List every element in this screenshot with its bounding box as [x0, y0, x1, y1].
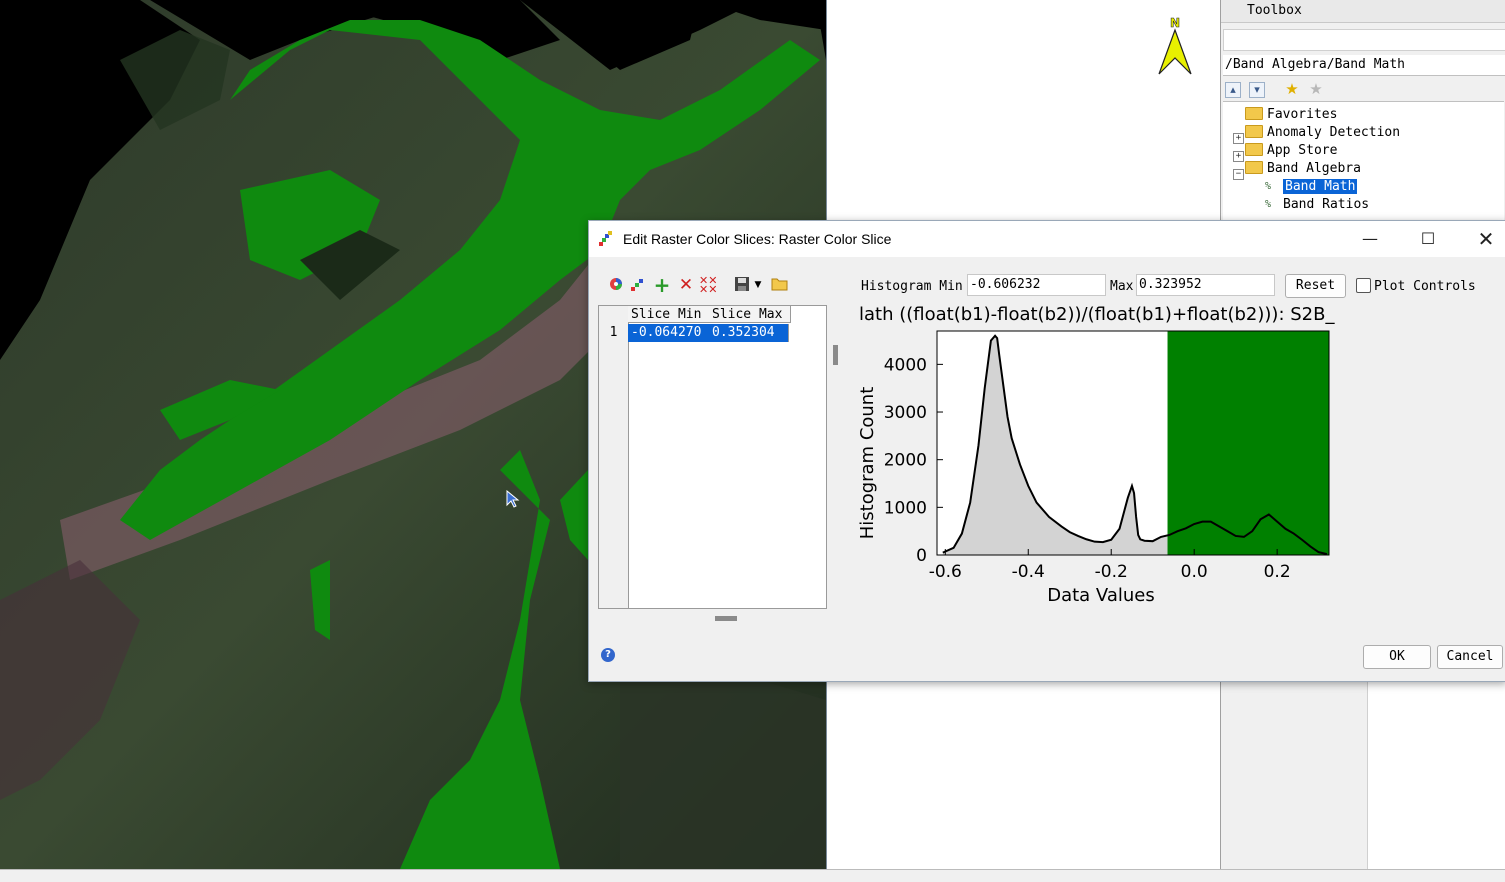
- save-icon[interactable]: [733, 276, 751, 294]
- horizontal-splitter-handle[interactable]: [715, 616, 737, 621]
- collapse-bandalgebra-icon[interactable]: −: [1233, 169, 1244, 180]
- histogram-line: [942, 334, 1328, 556]
- histogram-plot[interactable]: lath ((float(b1)-float(b2))/(float(b1)+f…: [859, 303, 1359, 603]
- maximize-button[interactable]: ☐: [1420, 229, 1436, 248]
- delete-all-slices-icon[interactable]: ✕✕ ✕✕: [699, 274, 718, 296]
- x-tick-label-1: -0.4: [1012, 562, 1045, 582]
- y-tick-label-3: 3000: [884, 403, 927, 423]
- expand-appstore-icon[interactable]: +: [1233, 151, 1244, 162]
- color-slice-band: [1167, 331, 1329, 555]
- expand-anomaly-icon[interactable]: +: [1233, 133, 1244, 144]
- add-slice-icon[interactable]: +: [653, 273, 671, 297]
- band-ratios-tool-icon: %: [1265, 198, 1272, 210]
- x-axis-label: Data Values: [1047, 585, 1155, 603]
- collapse-up-icon[interactable]: ▴: [1225, 82, 1241, 98]
- cancel-button[interactable]: Cancel: [1437, 645, 1503, 669]
- vertical-splitter-handle[interactable]: [833, 345, 838, 365]
- tree-item-app-store[interactable]: App Store: [1245, 142, 1337, 160]
- toolbox-search-input[interactable]: [1223, 29, 1505, 51]
- x-tick-label-3: 0.0: [1181, 562, 1208, 582]
- row-number[interactable]: 1: [609, 325, 618, 340]
- plot-controls-checkbox[interactable]: [1356, 278, 1371, 293]
- save-dropdown-icon[interactable]: ▼: [754, 280, 762, 290]
- y-tick-label-1: 1000: [884, 498, 927, 518]
- histogram-max-input[interactable]: 0.323952: [1136, 274, 1275, 296]
- column-header-slice-max[interactable]: Slice Max: [709, 306, 791, 323]
- y-tick-label-2: 2000: [884, 451, 927, 471]
- column-header-slice-min[interactable]: Slice Min: [628, 306, 710, 323]
- toolbox-lower-panel: [1367, 680, 1505, 869]
- x-tick-label-2: -0.2: [1095, 562, 1128, 582]
- status-bar: [0, 869, 1505, 882]
- plot-frame: [936, 330, 1330, 556]
- y-axis-label: Histogram Count: [859, 387, 878, 540]
- open-folder-icon[interactable]: [771, 276, 789, 294]
- histogram-min-label: Histogram Min: [861, 279, 963, 294]
- minimize-button[interactable]: —: [1362, 229, 1378, 248]
- band-math-tool-icon: %: [1265, 180, 1272, 192]
- folder-icon: [1245, 125, 1263, 138]
- y-tick-label-4: 4000: [884, 355, 927, 375]
- tree-item-band-ratios[interactable]: % Band Ratios: [1265, 197, 1370, 212]
- toolbox-path: /Band Algebra/Band Math: [1223, 55, 1505, 76]
- open-folder-icon: [1245, 161, 1263, 174]
- dialog-titlebar[interactable]: Edit Raster Color Slices: Raster Color S…: [589, 221, 1505, 257]
- folder-icon: [1245, 143, 1263, 156]
- tree-item-band-algebra[interactable]: Band Algebra: [1245, 160, 1361, 178]
- plot-controls-label: Plot Controls: [1374, 279, 1476, 294]
- mouse-cursor-icon: [506, 490, 520, 508]
- expand-down-icon[interactable]: ▾: [1249, 82, 1265, 98]
- histogram-min-input[interactable]: -0.606232: [967, 274, 1106, 296]
- histogram-title: lath ((float(b1)-float(b2))/(float(b1)+f…: [859, 304, 1335, 325]
- ok-button[interactable]: OK: [1363, 645, 1431, 669]
- reset-button[interactable]: Reset: [1285, 274, 1346, 298]
- color-slice-app-icon: [599, 231, 612, 246]
- x-tick-label-4: 0.2: [1264, 562, 1291, 582]
- tree-item-band-math[interactable]: % Band Math: [1265, 179, 1358, 194]
- toolbox-title: Toolbox: [1221, 0, 1505, 23]
- histogram-max-label: Max: [1110, 279, 1134, 294]
- auto-slice-icon[interactable]: [629, 276, 647, 294]
- toolbox-tree: + + − Favorites Anomaly Detection App St…: [1223, 101, 1504, 221]
- edit-color-slices-dialog: Edit Raster Color Slices: Raster Color S…: [588, 220, 1505, 682]
- color-wheel-icon[interactable]: [607, 276, 625, 294]
- histogram-svg: lath ((float(b1)-float(b2))/(float(b1)+f…: [859, 303, 1359, 603]
- slice-min-cell[interactable]: -0.064270: [628, 324, 710, 342]
- tree-item-anomaly-detection[interactable]: Anomaly Detection: [1245, 124, 1400, 142]
- dialog-title: Edit Raster Color Slices: Raster Color S…: [623, 231, 892, 247]
- favorites-folder-icon: [1245, 107, 1263, 120]
- remove-favorite-star-icon[interactable]: ★: [1309, 80, 1323, 98]
- delete-slice-icon[interactable]: ✕: [678, 275, 694, 295]
- close-button[interactable]: ✕: [1477, 227, 1495, 251]
- north-arrow: N: [1155, 14, 1195, 78]
- north-label: N: [1170, 16, 1180, 30]
- add-favorite-star-icon[interactable]: ★: [1285, 80, 1299, 98]
- y-tick-label-0: 0: [916, 546, 927, 566]
- help-icon[interactable]: ?: [601, 648, 615, 662]
- x-tick-label-0: -0.6: [929, 562, 962, 582]
- tree-item-favorites[interactable]: Favorites: [1245, 106, 1337, 124]
- slice-table: Slice Min Slice Max 1 -0.064270 0.352304: [598, 305, 827, 609]
- row-header-column: [599, 306, 629, 608]
- slice-max-cell[interactable]: 0.352304: [709, 324, 789, 342]
